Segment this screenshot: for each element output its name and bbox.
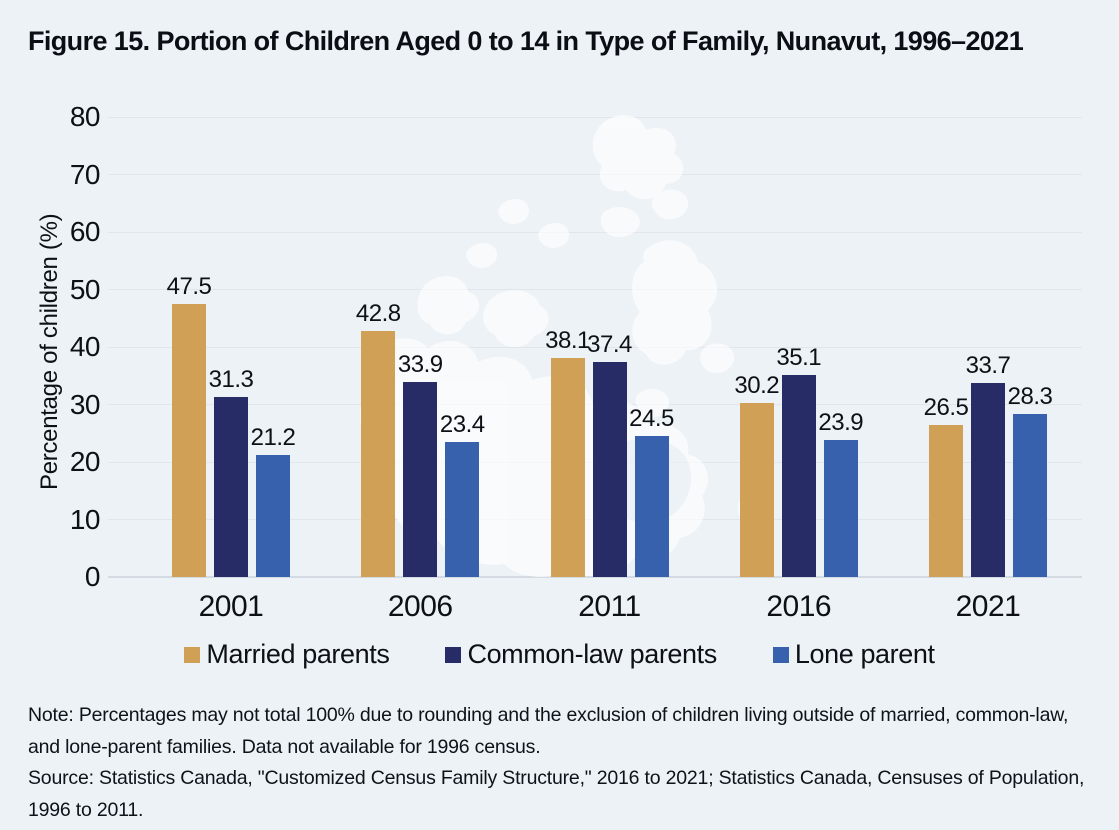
bar-value-label: 42.8 bbox=[355, 299, 401, 327]
bar-value-label: 33.9 bbox=[397, 351, 443, 379]
bar-value-label: 38.1 bbox=[545, 326, 590, 354]
y-tick-label-0: 0 bbox=[84, 561, 101, 592]
gridline-50 bbox=[108, 289, 1082, 290]
bar-value-label: 26.5 bbox=[923, 393, 969, 421]
legend-item-married-parents: Married parents bbox=[184, 639, 390, 669]
legend-item-common-law-parents: Common-law parents bbox=[445, 639, 717, 669]
bar-group-2006: 42.8 33.9 23.4 bbox=[356, 117, 485, 577]
bar-lone-parent-2006: 23.4 bbox=[440, 413, 485, 577]
bar-group-2021: 26.5 33.7 28.3 bbox=[924, 117, 1053, 577]
legend-label: Common-law parents bbox=[467, 639, 717, 669]
y-tick-label-60: 60 bbox=[69, 216, 101, 247]
bar-value-label: 33.7 bbox=[965, 352, 1011, 380]
bar-value-label: 30.2 bbox=[734, 372, 780, 400]
bar-married-parents-2006: 42.8 bbox=[356, 301, 401, 577]
bar-married-parents-2016: 30.2 bbox=[734, 374, 780, 577]
bar-lone-parent-2021: 28.3 bbox=[1008, 385, 1053, 577]
bar-married-parents-2001: 47.5 bbox=[167, 274, 212, 577]
legend-label: Lone parent bbox=[794, 639, 935, 669]
bar-common-law-parents-2001: 31.3 bbox=[209, 368, 254, 577]
bar-married-parents-2021: 26.5 bbox=[924, 395, 969, 577]
bar-common-law-parents-2011: 37.4 bbox=[587, 332, 632, 577]
legend-swatch-icon bbox=[445, 646, 462, 663]
bar-value-label: 47.5 bbox=[166, 272, 212, 300]
gridline-60 bbox=[108, 231, 1082, 233]
footnotes: Note: Percentages may not total 100% due… bbox=[28, 700, 1096, 826]
bar-common-law-parents-2006: 33.9 bbox=[398, 353, 443, 577]
y-tick-label-70: 70 bbox=[69, 158, 101, 190]
x-tick-label-2006: 2006 bbox=[387, 590, 453, 623]
bar-lone-parent-2016: 23.9 bbox=[818, 410, 864, 577]
note-text: Note: Percentages may not total 100% due… bbox=[28, 704, 1069, 758]
x-tick-label-2021: 2021 bbox=[955, 590, 1021, 623]
legend-label: Married parents bbox=[206, 639, 390, 669]
bar-group-2011: 38.1 37.4 24.5 bbox=[545, 117, 674, 577]
bar-value-label: 23.9 bbox=[818, 408, 864, 436]
bar-value-label: 21.2 bbox=[250, 424, 296, 452]
x-tick-label-2011: 2011 bbox=[578, 590, 641, 623]
bar-value-label: 37.4 bbox=[587, 330, 632, 358]
y-tick-label-50: 50 bbox=[69, 273, 101, 305]
bar-value-label: 31.3 bbox=[208, 366, 254, 394]
y-tick-label-20: 20 bbox=[69, 446, 101, 477]
y-tick-label-80: 80 bbox=[69, 101, 101, 132]
bar-value-label: 24.5 bbox=[629, 405, 674, 433]
legend-swatch-icon bbox=[772, 646, 789, 663]
bar-common-law-parents-2016: 35.1 bbox=[776, 346, 822, 577]
bar-lone-parent-2011: 24.5 bbox=[629, 407, 674, 577]
legend: Married parents Common-law parents Lone pa… bbox=[0, 641, 1119, 668]
bar-group-2001: 47.5 31.3 21.2 bbox=[167, 117, 296, 577]
y-tick-label-40: 40 bbox=[69, 331, 101, 362]
bar-value-label: 23.4 bbox=[439, 411, 485, 439]
y-tick-label-10: 10 bbox=[69, 503, 101, 535]
bar-group-2016: 30.2 35.1 23.9 bbox=[734, 117, 864, 577]
bar-lone-parent-2001: 21.2 bbox=[251, 426, 296, 577]
bar-value-label: 35.1 bbox=[776, 344, 822, 372]
x-tick-label-2016: 2016 bbox=[766, 590, 832, 623]
bar-value-label: 28.3 bbox=[1007, 383, 1053, 411]
bar-common-law-parents-2021: 33.7 bbox=[966, 354, 1011, 577]
legend-item-lone-parent: Lone parent bbox=[772, 639, 935, 669]
x-tick-label-2001: 2001 bbox=[198, 590, 264, 623]
source-text: Source: Statistics Canada, "Customized C… bbox=[28, 767, 1085, 821]
legend-swatch-icon bbox=[184, 646, 201, 663]
bar-married-parents-2011: 38.1 bbox=[545, 328, 590, 577]
chart-title: Figure 15. Portion of Children Aged 0 to… bbox=[28, 26, 1024, 56]
y-tick-label-30: 30 bbox=[69, 388, 101, 420]
